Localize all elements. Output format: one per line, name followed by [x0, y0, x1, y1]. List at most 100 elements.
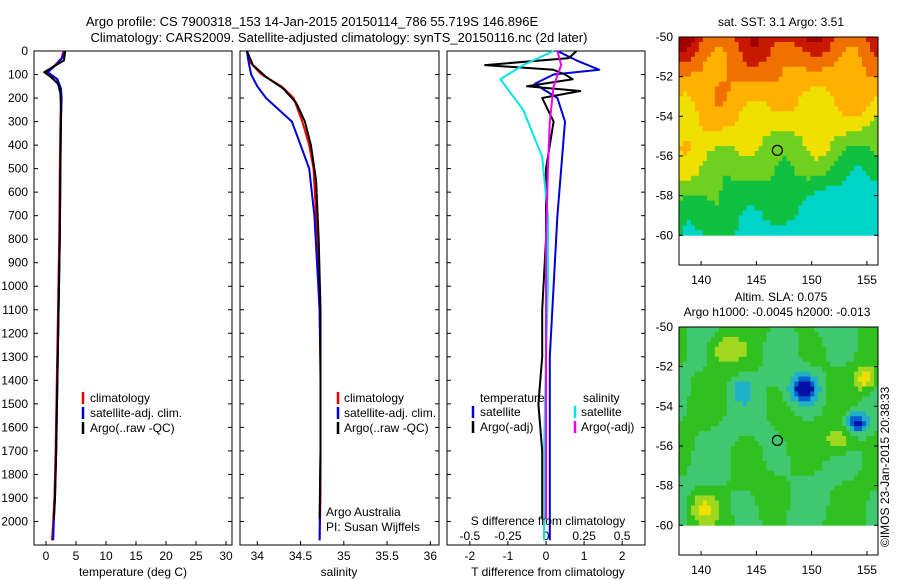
- map-cell: [754, 71, 759, 78]
- map-cell: [842, 61, 847, 68]
- map-cell: [866, 336, 871, 343]
- map-cell: [722, 185, 728, 192]
- map-cell: [842, 450, 847, 457]
- map-cell: [858, 465, 863, 472]
- map-cell: [694, 406, 700, 412]
- map-cell: [838, 346, 843, 353]
- map-cell: [734, 366, 740, 373]
- map-cell: [858, 200, 863, 206]
- map-cell: [818, 170, 823, 177]
- map-cell: [722, 381, 728, 387]
- map-cell: [710, 445, 716, 452]
- map-cell: [850, 475, 855, 482]
- map-cell: [830, 175, 835, 182]
- map-cell: [794, 46, 799, 53]
- map-cell: [782, 195, 787, 201]
- map-cell: [679, 210, 684, 216]
- map-cell: [838, 327, 843, 333]
- map-cell: [762, 505, 767, 511]
- map-cell: [838, 155, 843, 162]
- map-cell: [818, 327, 823, 333]
- map-cell: [862, 175, 867, 182]
- map-cell: [834, 37, 839, 43]
- map-cell: [782, 431, 787, 437]
- map-cell: [870, 436, 875, 442]
- map-cell: [838, 500, 843, 506]
- map-cell: [870, 106, 875, 112]
- map-cell: [850, 421, 855, 427]
- map-cell: [786, 170, 791, 177]
- map-cell: [758, 51, 763, 58]
- map-cell: [834, 450, 839, 457]
- map-cell: [838, 406, 843, 412]
- map-cell: [774, 391, 779, 397]
- map-cell: [794, 86, 799, 92]
- map-cell: [842, 361, 847, 368]
- map-cell: [710, 116, 716, 122]
- map-cell: [690, 180, 696, 187]
- map-cell: [818, 426, 823, 432]
- map-cell: [786, 426, 791, 432]
- map-cell: [754, 96, 759, 102]
- map-cell: [786, 346, 791, 353]
- map-cell: [830, 445, 835, 452]
- map-cell: [742, 431, 748, 437]
- map-cell: [830, 411, 835, 417]
- map-cell: [854, 136, 859, 142]
- map-cell: [818, 101, 823, 107]
- map-cell: [778, 146, 783, 152]
- map-cell: [810, 490, 815, 496]
- map-cell: [746, 445, 752, 452]
- map-cell: [774, 371, 779, 377]
- map-cell: [682, 401, 688, 407]
- map-cell: [806, 56, 811, 63]
- map-cell: [702, 116, 708, 122]
- lon-tick-label: 155: [857, 273, 877, 287]
- map-cell: [694, 131, 700, 137]
- map-cell: [770, 61, 775, 68]
- map-cell: [806, 131, 811, 137]
- map-cell: [866, 195, 871, 201]
- map-cell: [762, 46, 767, 53]
- map-cell: [846, 381, 851, 387]
- map-cell: [854, 180, 859, 187]
- map-cell: [778, 346, 783, 353]
- map-cell: [694, 470, 700, 477]
- map-cell: [742, 205, 748, 211]
- map-cell: [726, 160, 732, 167]
- map-cell: [679, 170, 684, 177]
- map-cell: [810, 431, 815, 437]
- map-cell: [862, 141, 867, 147]
- map-cell: [726, 76, 732, 83]
- map-cell: [858, 386, 863, 392]
- map-cell: [754, 441, 759, 447]
- map-cell: [846, 66, 851, 73]
- map-cell: [766, 46, 771, 53]
- map-cell: [846, 441, 851, 447]
- map-cell: [786, 520, 791, 526]
- map-cell: [682, 346, 688, 353]
- map-cell: [874, 141, 879, 147]
- map-cell: [826, 136, 831, 142]
- map-cell: [770, 170, 775, 177]
- map-cell: [682, 500, 688, 506]
- temperature-profiles: [43, 50, 67, 541]
- map-cell: [858, 460, 863, 467]
- map-cell: [874, 195, 879, 201]
- map-cell: [850, 480, 855, 487]
- map-cell: [726, 146, 732, 152]
- map-cell: [866, 116, 871, 122]
- map-cell: [870, 391, 875, 397]
- map-cell: [738, 401, 744, 407]
- map-cell: [774, 490, 779, 496]
- map-cell: [826, 381, 831, 387]
- map-cell: [694, 61, 700, 68]
- map-cell: [846, 327, 851, 333]
- map-cell: [790, 455, 795, 462]
- map-cell: [846, 116, 851, 122]
- map-cell: [722, 91, 728, 97]
- map-cell: [874, 180, 879, 187]
- map-cell: [718, 495, 724, 501]
- map-cell: [774, 190, 779, 197]
- map-cell: [714, 126, 720, 132]
